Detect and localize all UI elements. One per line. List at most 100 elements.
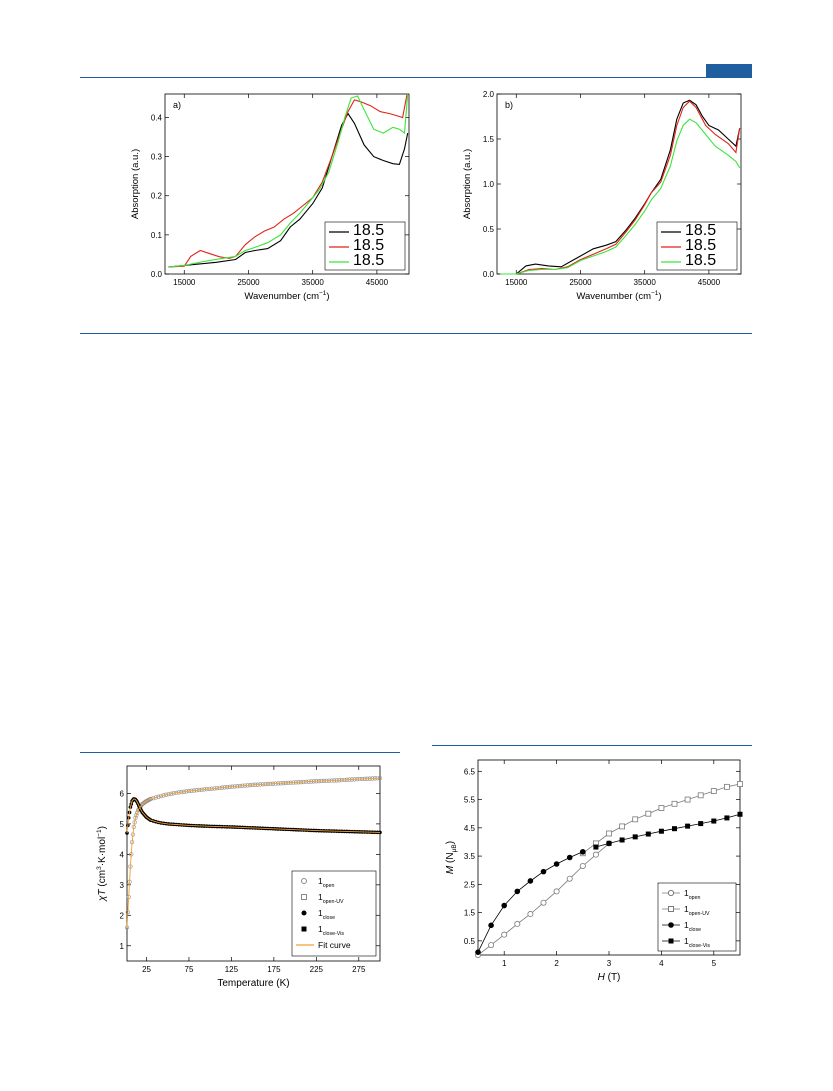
chart-c-chiT-temperature: 25 75 125 175 225 275 1 2 3 4 5 6 Temperature (K) χT … bbox=[96, 765, 383, 989]
marker-close-Vis bbox=[685, 823, 691, 829]
x-tick-label: 125 bbox=[225, 965, 239, 974]
marker-close-Vis bbox=[737, 811, 743, 817]
marker-close-Vis bbox=[724, 815, 730, 821]
y-tick-label: 4.5 bbox=[464, 824, 476, 833]
marker-close bbox=[378, 830, 382, 835]
x-tick-label: 15000 bbox=[505, 278, 528, 287]
legend-marker-close-Vis bbox=[668, 938, 674, 944]
marker-close bbox=[553, 861, 560, 867]
panel-label: b) bbox=[505, 100, 513, 110]
header-tab bbox=[706, 64, 752, 78]
legend-marker-open-UV bbox=[668, 906, 674, 912]
y-tick-label: 0.1 bbox=[151, 231, 163, 240]
marker-close-Vis bbox=[632, 834, 638, 840]
x-tick-label: 15000 bbox=[173, 278, 196, 287]
panel-label: a) bbox=[173, 100, 181, 110]
y-tick-label: 0.3 bbox=[151, 153, 163, 162]
marker-open-UV bbox=[645, 810, 652, 817]
y-tick-label: 2.0 bbox=[483, 90, 495, 99]
figure-bottom-rule bbox=[80, 333, 752, 334]
marker-close bbox=[580, 849, 586, 855]
y-tick-label: 6 bbox=[120, 789, 125, 798]
x-tick-label: 2 bbox=[554, 959, 559, 968]
x-tick-label: 45000 bbox=[366, 278, 389, 287]
marker-open bbox=[540, 899, 547, 906]
series-line-close-Vis bbox=[595, 813, 741, 848]
marker-close bbox=[475, 949, 481, 955]
x-tick-label: 4 bbox=[659, 959, 664, 968]
plot-frame bbox=[126, 765, 381, 962]
legend-label-close-Vis: 1close-Vis bbox=[684, 936, 710, 949]
series-line-open bbox=[168, 112, 409, 268]
x-tick-label: 45000 bbox=[698, 278, 721, 287]
marker-close-Vis bbox=[593, 844, 599, 850]
x-tick-label: 35000 bbox=[302, 278, 325, 287]
y-axis-label: Absorption (a.u.) bbox=[462, 149, 473, 219]
8.5: 18.5 bbox=[685, 237, 716, 254]
marker-close bbox=[540, 868, 547, 875]
y-tick-label: 2.5 bbox=[464, 880, 476, 889]
marker-open-UV bbox=[671, 800, 678, 807]
y-tick-label: 0.2 bbox=[151, 192, 163, 201]
chart-d-magnetization-field: 1 2 3 4 5 0.5 1.5 2.5 3.5 4.5 5.5 6.5 H (T) M (NμB) 1o… bbox=[445, 759, 743, 983]
marker-close bbox=[566, 854, 573, 861]
x-tick-label: 275 bbox=[352, 965, 366, 974]
legend-marker-open-uv bbox=[301, 894, 307, 900]
y-tick-label: 0.0 bbox=[483, 270, 495, 279]
y-tick-label: 4 bbox=[120, 850, 125, 859]
marker-open bbox=[488, 942, 495, 949]
marker-close-Vis bbox=[645, 831, 651, 837]
marker-open bbox=[566, 875, 573, 882]
x-tick-label: 25000 bbox=[569, 278, 592, 287]
marker-close bbox=[501, 902, 507, 909]
marker-open-UV bbox=[658, 805, 665, 811]
y-tick-label: 5 bbox=[120, 820, 125, 829]
8.5: 18.5 bbox=[685, 252, 716, 269]
legend-marker-open bbox=[667, 889, 675, 897]
legend-marker-open bbox=[301, 878, 307, 884]
x-tick-label: 75 bbox=[185, 965, 194, 974]
legend-marker-close-vis bbox=[301, 926, 307, 932]
marker-open bbox=[553, 888, 560, 895]
y-tick-label: 0.4 bbox=[151, 113, 163, 122]
x-tick-label: 25000 bbox=[237, 278, 260, 287]
x-tick-label: 5 bbox=[712, 959, 717, 968]
x-tick-label: 225 bbox=[310, 965, 324, 974]
marker-close bbox=[488, 922, 494, 929]
y-axis-label: χT (cm3·K·mol−1) bbox=[96, 826, 108, 902]
legend-marker-close bbox=[301, 910, 307, 916]
y-tick-label: 0.5 bbox=[464, 937, 476, 946]
marker-close bbox=[527, 878, 534, 884]
marker-open-UV bbox=[606, 830, 612, 837]
y-axis-label: Absorption (a.u.) bbox=[130, 149, 141, 219]
marker-open bbox=[153, 795, 158, 800]
y-tick-label: 6.5 bbox=[464, 767, 476, 776]
marker-close-Vis bbox=[606, 840, 612, 846]
marker-close-Vis bbox=[658, 828, 664, 834]
y-tick-label: 1.5 bbox=[464, 909, 476, 918]
legend-label-open: 1open bbox=[318, 876, 335, 889]
marker-close-Vis bbox=[672, 826, 677, 832]
x-tick-label: 25 bbox=[142, 965, 151, 974]
y-tick-label: 3.5 bbox=[464, 852, 476, 861]
marker-open bbox=[579, 862, 586, 869]
marker-open-UV bbox=[684, 796, 691, 803]
series-line-open-UV-Vis bbox=[168, 93, 409, 268]
marker-close-Vis bbox=[698, 821, 704, 827]
marker-open-UV bbox=[697, 792, 704, 799]
legend-label-open-UV: 1open-UV bbox=[684, 904, 710, 917]
marker-open bbox=[134, 813, 139, 818]
y-tick-label: 2 bbox=[120, 911, 125, 920]
y-tick-label: 0.0 bbox=[151, 270, 163, 279]
marker-open-UV bbox=[737, 781, 743, 787]
y-tick-label: 0.5 bbox=[483, 225, 495, 234]
marker-open bbox=[527, 911, 534, 918]
series-close-markers bbox=[125, 797, 382, 835]
series-line-close-Vis-UV bbox=[500, 118, 741, 275]
marker-open-UV bbox=[723, 783, 730, 790]
legend-marker-close bbox=[668, 922, 674, 928]
marker-open-UV bbox=[710, 788, 717, 794]
series-line-close bbox=[477, 851, 583, 953]
y-tick-label: 1 bbox=[120, 942, 125, 951]
x-axis-label: H (T) bbox=[598, 972, 621, 983]
